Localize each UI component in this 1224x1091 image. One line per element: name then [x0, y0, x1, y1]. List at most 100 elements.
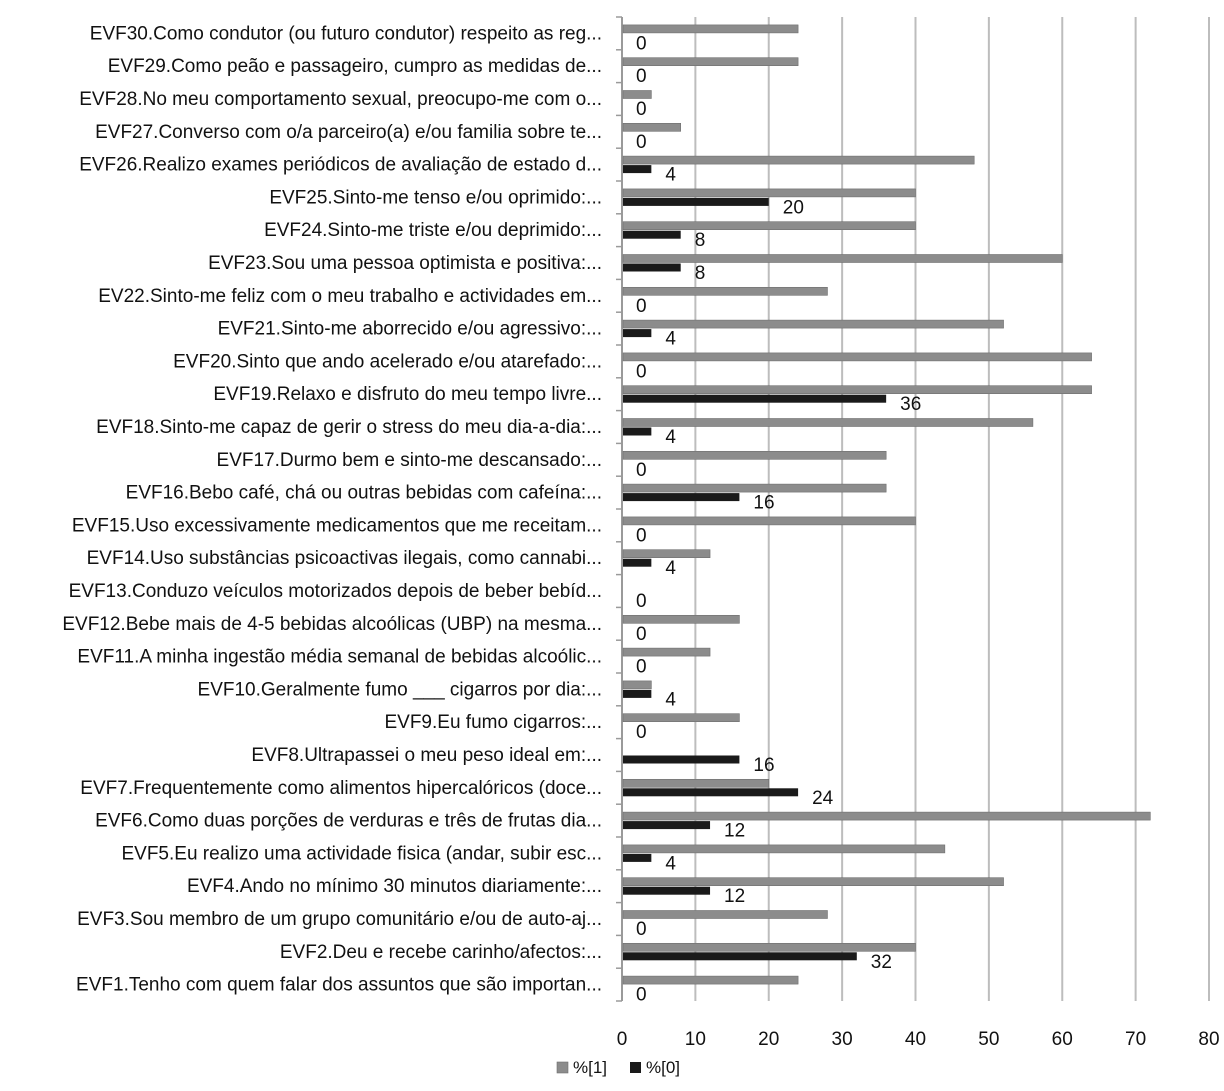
data-label: 0	[636, 657, 647, 678]
x-tick-label: 60	[1052, 1029, 1073, 1050]
category-label: EVF13.Conduzo veículos motorizados depoi…	[69, 581, 602, 602]
bar-series-0	[623, 493, 740, 502]
bar-series-0	[623, 427, 652, 436]
bar-series-1	[622, 385, 1092, 395]
category-label: EVF26.Realizo exames periódicos de avali…	[79, 155, 602, 176]
x-tick-label: 40	[905, 1029, 926, 1050]
category-label: EVF1.Tenho com quem falar dos assuntos q…	[76, 975, 602, 996]
x-tick-label: 30	[832, 1029, 853, 1050]
bar-series-1	[622, 123, 682, 132]
bar-series-1	[622, 221, 916, 230]
category-label: EVF18.Sinto-me capaz de gerir o stress d…	[96, 417, 602, 438]
legend-label-series-0: %[0]	[646, 1058, 680, 1077]
category-label: EVF20.Sinto que ando acelerado e/ou atar…	[173, 351, 602, 372]
data-label: 4	[665, 558, 676, 579]
bar-series-1	[622, 844, 946, 854]
category-label: EVF8.Ultrapassei o meu peso ideal em:...	[251, 745, 602, 766]
legend-swatch-series-1	[556, 1061, 569, 1074]
category-label: EV22.Sinto-me feliz com o meu trabalho e…	[98, 286, 602, 307]
x-tick-label: 0	[617, 1029, 628, 1050]
data-label: 0	[636, 919, 647, 940]
bar-series-0	[623, 558, 652, 567]
bar-series-0	[623, 230, 681, 239]
category-label: EVF28.No meu comportamento sexual, preoc…	[79, 89, 602, 110]
category-label: EVF23.Sou uma pessoa optimista e positiv…	[208, 253, 602, 274]
category-label: EVF19.Relaxo e disfruto do meu tempo liv…	[213, 384, 602, 405]
data-label: 12	[724, 886, 745, 907]
data-label: 20	[783, 197, 804, 218]
bar-series-0	[623, 329, 652, 338]
category-label: EVF24.Sinto-me triste e/ou deprimido:...	[264, 220, 602, 241]
data-label: 16	[753, 755, 774, 776]
bar-series-1	[622, 614, 740, 624]
data-label: 16	[753, 493, 774, 514]
bar-series-1	[622, 483, 887, 493]
data-label: 4	[665, 165, 676, 186]
data-label: 0	[636, 132, 647, 153]
category-label: EVF16.Bebo café, chá ou outras bebidas c…	[126, 483, 602, 504]
data-label: 36	[900, 394, 921, 415]
bar-series-0	[623, 755, 740, 764]
category-label: EVF4.Ando no mínimo 30 minutos diariamen…	[187, 876, 602, 897]
data-label: 24	[812, 788, 834, 809]
category-label: EVF7.Frequentemente como alimentos hiper…	[80, 778, 602, 799]
bar-series-1	[622, 352, 1092, 362]
bar-series-1	[622, 188, 916, 198]
category-label: EVF30.Como condutor (ou futuro condutor)…	[90, 23, 602, 44]
data-label: 0	[636, 985, 647, 1006]
data-label: 8	[695, 230, 706, 251]
data-label: 4	[665, 329, 676, 350]
bar-series-1	[622, 57, 799, 67]
bar-series-1	[622, 418, 1034, 427]
bar-series-0	[623, 853, 652, 862]
data-label: 0	[636, 99, 647, 120]
bar-series-1	[622, 450, 887, 460]
data-label: 0	[636, 624, 647, 645]
x-tick-label: 70	[1125, 1029, 1146, 1050]
bar-series-1	[622, 942, 916, 952]
bar-series-1	[622, 319, 1004, 329]
bar-series-1	[622, 549, 711, 559]
category-label: EVF6.Como duas porções de verduras e trê…	[95, 811, 602, 832]
data-label: 32	[871, 952, 892, 973]
bar-series-1	[622, 90, 652, 99]
bar-series-1	[622, 286, 828, 296]
data-label: 0	[636, 722, 647, 743]
bar-series-1	[622, 910, 828, 919]
category-label: EVF27.Converso com o/a parceiro(a) e/ou …	[95, 122, 602, 143]
bar-series-0	[623, 165, 652, 174]
legend-swatch-series-0	[630, 1062, 641, 1073]
bar-series-1	[622, 877, 1004, 887]
data-label: 0	[636, 296, 647, 317]
category-label: EVF2.Deu e recebe carinho/afectos:...	[280, 942, 602, 963]
bar-series-0	[623, 821, 711, 830]
data-label: 0	[636, 460, 647, 481]
bar-series-1	[622, 516, 916, 526]
data-label: 8	[695, 263, 706, 284]
bar-series-0	[623, 197, 769, 206]
data-label: 0	[636, 66, 647, 87]
bar-series-1	[622, 975, 799, 985]
category-label: EVF14.Uso substâncias psicoactivas ilega…	[87, 548, 602, 569]
data-label: 0	[636, 525, 647, 546]
category-label: EVF17.Durmo bem e sinto-me descansado:..…	[217, 450, 602, 471]
category-label: EVF15.Uso excessivamente medicamentos qu…	[72, 515, 602, 536]
bar-series-0	[623, 394, 887, 403]
x-tick-label: 50	[978, 1029, 999, 1050]
data-label: 4	[665, 427, 676, 448]
bar-series-1	[622, 778, 770, 788]
bar-series-0	[623, 689, 652, 698]
bar-series-1	[622, 24, 799, 34]
x-tick-label: 10	[685, 1029, 706, 1050]
category-label: EVF3.Sou membro de um grupo comunitário …	[77, 909, 602, 930]
data-label: 0	[636, 33, 647, 54]
data-label: 0	[636, 361, 647, 382]
bar-series-1	[622, 155, 975, 165]
category-label: EVF21.Sinto-me aborrecido e/ou agressivo…	[218, 319, 602, 340]
category-label: EVF11.A minha ingestão média semanal de …	[77, 647, 602, 668]
data-label: 4	[665, 853, 676, 874]
bar-series-1	[622, 713, 740, 723]
category-label: EVF25.Sinto-me tenso e/ou oprimido:...	[269, 187, 602, 208]
